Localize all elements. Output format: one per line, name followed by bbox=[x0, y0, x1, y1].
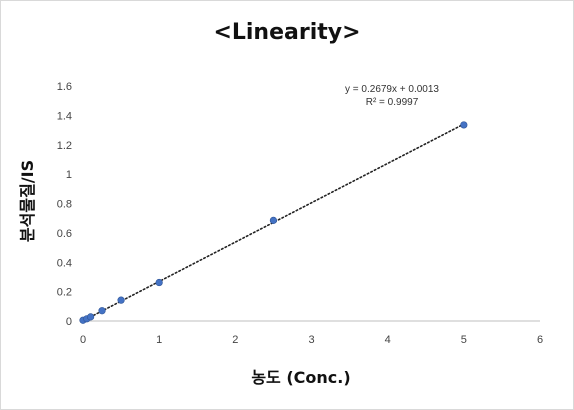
data-points bbox=[79, 121, 468, 324]
chart-title: <Linearity> bbox=[213, 20, 360, 45]
data-point bbox=[87, 313, 95, 321]
x-axis: 0 1 2 3 4 5 6 bbox=[80, 334, 543, 346]
y-tick-label: 0.8 bbox=[57, 199, 72, 211]
x-tick-label: 6 bbox=[537, 334, 543, 346]
y-tick-label: 1.6 bbox=[57, 81, 72, 93]
y-tick-label: 0.2 bbox=[57, 287, 72, 299]
y-tick-label: 1 bbox=[66, 169, 72, 181]
data-point bbox=[269, 216, 278, 224]
x-tick-label: 5 bbox=[461, 334, 467, 346]
y-tick-label: 0 bbox=[66, 316, 72, 328]
data-point bbox=[155, 278, 163, 287]
data-point bbox=[117, 296, 125, 304]
y-tick-label: 0.6 bbox=[57, 228, 72, 240]
trendline-r-squared: R² = 0.9997 bbox=[366, 97, 419, 108]
trendline-equation: y = 0.2679x + 0.0013 bbox=[345, 84, 439, 95]
trendline bbox=[82, 123, 465, 322]
y-axis: 0 0.2 0.4 0.6 0.8 1 1.2 1.4 1.6 bbox=[57, 81, 72, 328]
x-tick-label: 1 bbox=[156, 334, 162, 346]
y-axis-title: 분석물질/IS bbox=[18, 160, 37, 242]
x-tick-label: 0 bbox=[80, 334, 86, 346]
y-tick-label: 1.4 bbox=[57, 110, 72, 122]
x-tick-label: 3 bbox=[308, 334, 314, 346]
x-tick-label: 4 bbox=[385, 334, 391, 346]
data-point bbox=[98, 307, 106, 315]
data-point bbox=[460, 121, 468, 129]
x-tick-label: 2 bbox=[232, 334, 238, 346]
y-tick-label: 1.2 bbox=[57, 140, 72, 152]
x-axis-title: 농도 (Conc.) bbox=[251, 368, 350, 387]
y-tick-label: 0.4 bbox=[57, 257, 72, 269]
